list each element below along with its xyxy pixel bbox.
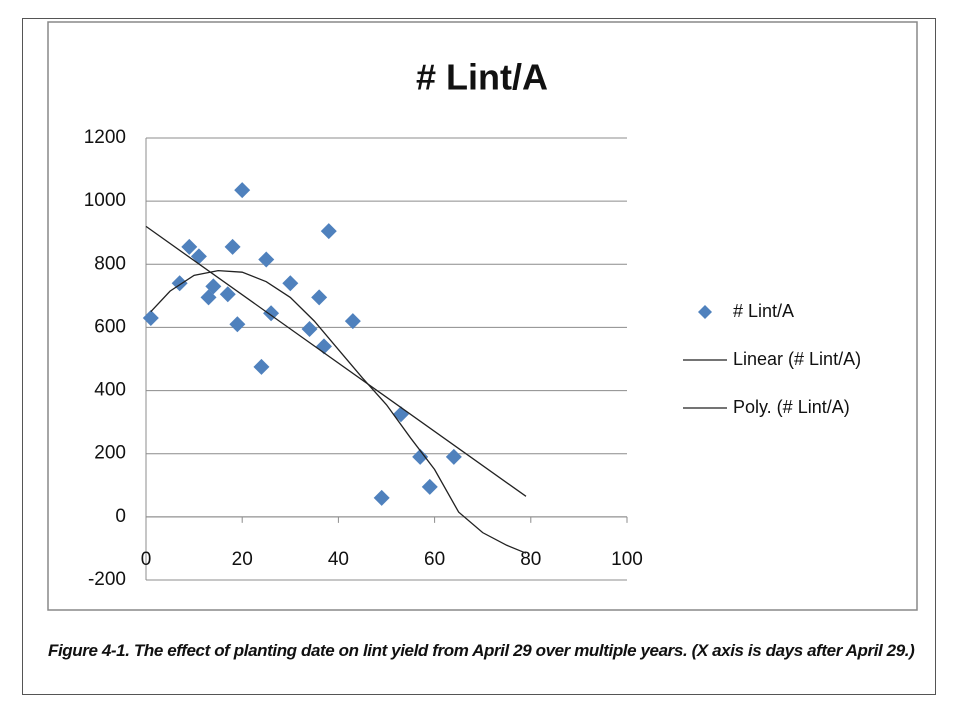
data-point	[412, 448, 429, 465]
data-point	[205, 278, 222, 295]
trend-line	[150, 269, 527, 554]
data-point	[219, 286, 236, 303]
y-tick-label: 200	[94, 443, 126, 464]
data-point	[311, 289, 328, 306]
data-point	[421, 478, 438, 495]
data-point	[373, 489, 390, 506]
x-tick-label: 100	[611, 549, 643, 570]
data-point	[392, 406, 409, 423]
data-point	[234, 182, 251, 199]
data-point	[253, 358, 270, 375]
x-tick-label: 80	[520, 549, 541, 570]
data-point	[445, 448, 462, 465]
x-tick-label: 20	[232, 549, 253, 570]
x-tick-label: 0	[141, 549, 152, 570]
chart-border	[47, 21, 918, 611]
y-tick-label: 800	[94, 253, 126, 274]
data-point	[224, 238, 241, 255]
x-tick-label: 40	[328, 549, 349, 570]
figure-frame	[22, 18, 936, 695]
y-tick-label: -200	[88, 569, 126, 590]
data-point	[258, 251, 275, 268]
data-point	[301, 321, 318, 338]
data-point	[142, 309, 159, 326]
trend-line	[145, 225, 527, 497]
data-point	[181, 238, 198, 255]
y-tick-label: 1200	[84, 127, 126, 148]
data-point	[282, 275, 299, 292]
caption: Figure 4-1. The effect of planting date …	[48, 641, 915, 660]
data-point	[229, 316, 246, 333]
y-tick-label: 400	[94, 380, 126, 401]
legend-label: # Lint/A	[733, 301, 794, 321]
y-tick-label: 1000	[84, 190, 126, 211]
chart-title: # Lint/A	[416, 57, 548, 98]
legend-label: Poly. (# Lint/A)	[733, 397, 850, 417]
legend-marker	[698, 305, 712, 319]
data-point	[344, 313, 361, 330]
data-point	[263, 305, 280, 322]
legend-label: Linear (# Lint/A)	[733, 349, 861, 369]
y-tick-label: 0	[115, 506, 126, 527]
y-tick-label: 600	[94, 316, 126, 337]
data-point	[320, 223, 337, 240]
data-point	[315, 338, 332, 355]
x-tick-label: 60	[424, 549, 445, 570]
